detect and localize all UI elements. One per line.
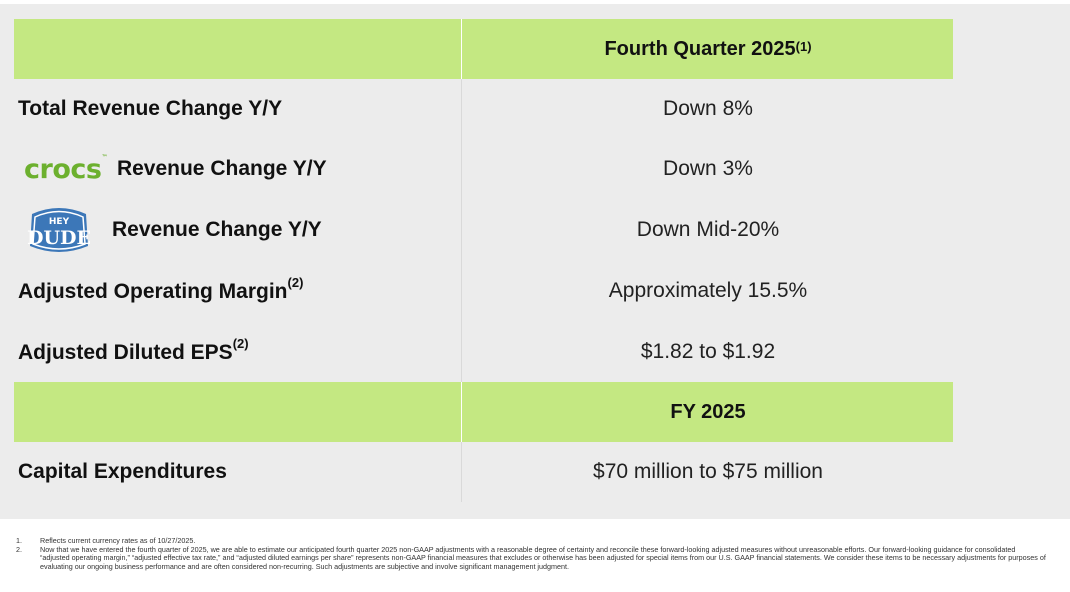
header-row-fy: FY 2025: [14, 382, 953, 442]
capex-label: Capital Expenditures: [18, 460, 227, 483]
footnote-2: 2. Now that we have entered the fourth qu…: [16, 544, 1046, 571]
crocs-logo: crocs™: [24, 153, 107, 185]
row-value: Down 3%: [663, 157, 753, 180]
row-value: Approximately 15.5%: [608, 279, 808, 302]
table-row: crocs™ Revenue Change Y/Y Down 3%: [14, 139, 953, 199]
row-label: Total Revenue Change Y/Y: [18, 97, 283, 120]
top-strip: [0, 0, 1070, 4]
footnote-1: 1. Reflects current currency rates as of …: [16, 536, 196, 545]
row-label: Revenue Change Y/Y: [112, 218, 322, 241]
table-row: Adjusted Diluted EPS(2) $1.82 to $1.92: [14, 321, 953, 382]
header-fy-title: FY 2025: [461, 382, 954, 442]
capex-value: $70 million to $75 million: [593, 460, 823, 483]
header-q4-text: Fourth Quarter 2025: [604, 37, 796, 60]
header-row-q4-empty: [14, 19, 461, 79]
row-label: Revenue Change Y/Y: [116, 157, 327, 180]
guidance-slide: Fourth Quarter 2025 (1) Total Revenue Cha…: [0, 4, 1070, 519]
row-label: Adjusted Operating Margin(2): [18, 275, 304, 303]
table-row: Capital Expenditures $70 million to $75 …: [14, 442, 953, 502]
hey-dude-logo: HEY DUDE: [27, 208, 91, 252]
row-value: Down 8%: [663, 97, 753, 120]
row-value: Down Mid-20%: [636, 218, 780, 241]
header-q4-title: Fourth Quarter 2025 (1): [461, 19, 954, 79]
table-row: Total Revenue Change Y/Y Down 8%: [14, 79, 953, 139]
svg-text:DUDE: DUDE: [27, 227, 91, 249]
svg-text:HEY: HEY: [49, 217, 70, 227]
table-row: HEY DUDE Revenue Change Y/Y Down Mid-20%: [14, 199, 953, 261]
row-label: Adjusted Diluted EPS(2): [18, 335, 249, 364]
header-row-fy-empty: [14, 382, 461, 442]
footnotes: 1. Reflects current currency rates as of …: [16, 536, 1046, 571]
row-value: $1.82 to $1.92: [640, 339, 776, 363]
table-row: Adjusted Operating Margin(2) Approximate…: [14, 261, 953, 321]
header-row-q4: Fourth Quarter 2025 (1): [14, 19, 953, 79]
header-q4-sup: (1): [795, 38, 812, 54]
